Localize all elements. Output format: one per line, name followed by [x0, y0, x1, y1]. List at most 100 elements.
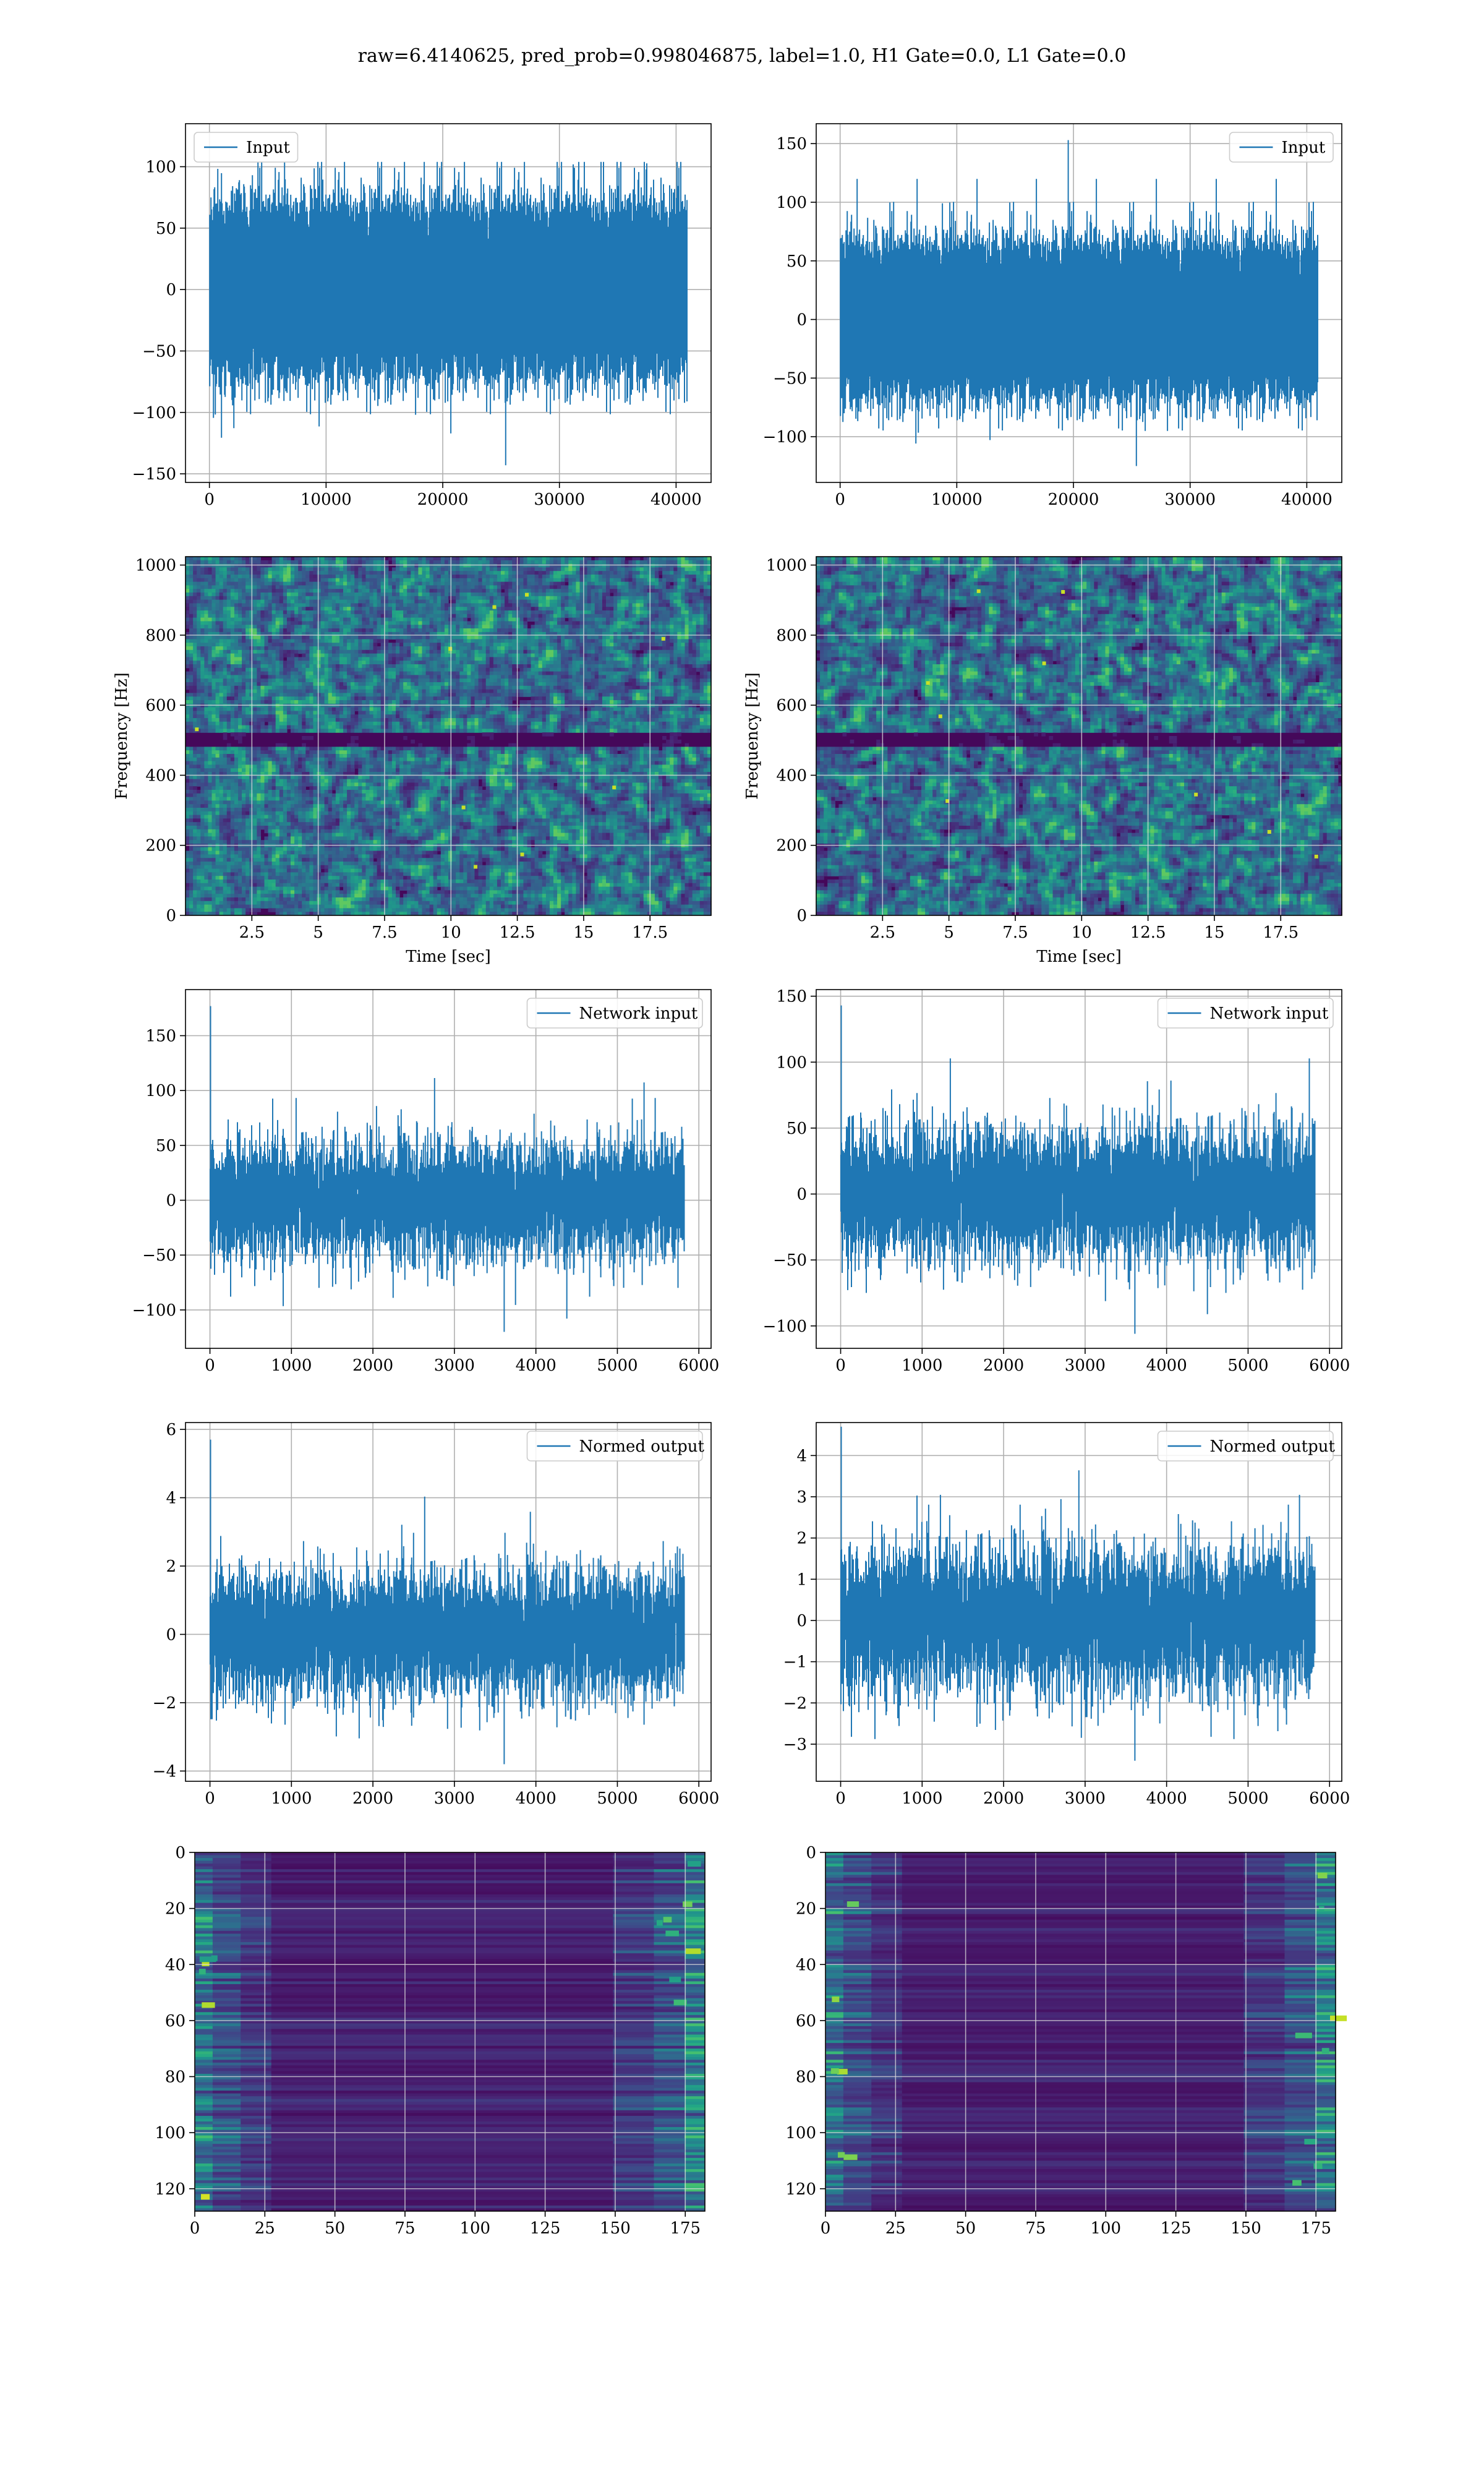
- h1-spectrogram-cell: [283, 585, 288, 589]
- h1-spectrogram-cell: [271, 621, 276, 625]
- h1-spectrogram-cell: [628, 639, 633, 643]
- h1-spectrogram-cell: [208, 678, 213, 683]
- h1-spectrogram-cell: [418, 614, 423, 618]
- h1-spectrogram-cell: [561, 625, 565, 629]
- h1-spectrogram-cell: [613, 575, 618, 579]
- h1-spectrogram-cell: [260, 578, 265, 583]
- h1-spectrogram-cell: [219, 603, 224, 607]
- h1-spectrogram-cell: [294, 649, 299, 654]
- h1-spectrogram-cell: [234, 599, 239, 604]
- h1-spectrogram-cell: [215, 639, 220, 643]
- h1-spectrogram-cell: [493, 653, 498, 657]
- h1-spectrogram-cell: [632, 649, 637, 654]
- h1-spectrogram-cell: [471, 667, 475, 672]
- h1-spectrogram-cell: [684, 585, 689, 589]
- h1-spectrogram-cell: [534, 661, 539, 665]
- h1-spectrogram-cell: [568, 571, 573, 575]
- h1-spectrogram-cell: [512, 675, 516, 679]
- h1-spectrogram-cell: [527, 563, 532, 568]
- h1-spectrogram-cell: [542, 649, 547, 654]
- h1-spectrogram-cell: [485, 610, 490, 615]
- h1-spectrogram-cell: [471, 571, 475, 575]
- h1-spectrogram-cell: [373, 578, 378, 583]
- h1-spectrogram-cell: [230, 571, 235, 575]
- h1-spectrogram-cell: [493, 610, 498, 615]
- h1-spectrogram-cell: [230, 614, 235, 618]
- h1-spectrogram-cell: [271, 599, 276, 604]
- h1-spectrogram-cell: [452, 628, 456, 633]
- h1-spectrogram-cell: [226, 671, 231, 675]
- h1-spectrogram-cell: [362, 646, 367, 651]
- h1-spectrogram-cell: [485, 671, 490, 675]
- h1-spectrogram-cell: [384, 575, 389, 579]
- h1-spectrogram-cell: [208, 631, 213, 636]
- h1-spectrogram-cell: [414, 603, 419, 607]
- h1-spectrogram-cell: [358, 599, 362, 604]
- h1-spectrogram-cell: [542, 563, 547, 568]
- h1-spectrogram-cell: [189, 682, 194, 687]
- h1-spectrogram-cell: [538, 599, 543, 604]
- h1-spectrogram-cell: [448, 667, 453, 672]
- h1-spectrogram-cell: [576, 631, 581, 636]
- h1-spectrogram-cell: [670, 649, 674, 654]
- h1-spectrogram-cell: [260, 639, 265, 643]
- h1-spectrogram-cell: [625, 671, 629, 675]
- h1-spectrogram-cell: [579, 578, 584, 583]
- h1-spectrogram-cell: [294, 643, 299, 647]
- h1-spectrogram-cell: [425, 560, 430, 565]
- h1-spectrogram-cell: [561, 643, 565, 647]
- h1-spectrogram-cell: [204, 675, 209, 679]
- h1-spectrogram-cell: [414, 667, 419, 672]
- h1-spectrogram-cell: [545, 567, 550, 571]
- h1-spectrogram-cell: [339, 567, 344, 571]
- h1-spectrogram-cell: [684, 617, 689, 622]
- h1-spectrogram-cell: [621, 603, 625, 607]
- h1-spectrogram-cell: [253, 596, 257, 601]
- h1-spectrogram-cell: [189, 625, 194, 629]
- h1-spectrogram-cell: [200, 675, 205, 679]
- h1-spectrogram-cell: [542, 617, 547, 622]
- h1-spectrogram-cell: [242, 607, 246, 611]
- h1-spectrogram-cell: [414, 585, 419, 589]
- h1-spectrogram-cell: [320, 653, 325, 657]
- h1-spectrogram-cell: [197, 682, 201, 687]
- h1-spectrogram-cell: [433, 567, 438, 571]
- h1-spectrogram-cell: [531, 575, 535, 579]
- h1-spectrogram-cell: [365, 653, 370, 657]
- h1-spectrogram-cell: [587, 567, 592, 571]
- h1-spectrogram-cell: [643, 678, 648, 683]
- h1-spectrogram-cell: [388, 628, 393, 633]
- h1-spectrogram-cell: [200, 635, 205, 640]
- h1-spectrogram-cell: [211, 589, 216, 593]
- h1-spectrogram-cell: [271, 617, 276, 622]
- h1-spectrogram-cell: [365, 589, 370, 593]
- h1-spectrogram-cell: [527, 646, 532, 651]
- h1-spectrogram-cell: [471, 653, 475, 657]
- h1-spectrogram-cell: [617, 635, 621, 640]
- h1-spectrogram-cell: [482, 596, 487, 601]
- h1-spectrogram-cell: [211, 607, 216, 611]
- h1-spectrogram-cell: [204, 643, 209, 647]
- h1-spectrogram-cell: [433, 607, 438, 611]
- h1-spectrogram-cell: [583, 563, 588, 568]
- h1-spectrogram-cell: [553, 621, 558, 625]
- h1-spectrogram-cell: [699, 667, 704, 672]
- h1-spectrogram-cell: [493, 649, 498, 654]
- h1-spectrogram-cell: [508, 675, 513, 679]
- h1-spectrogram-cell: [519, 646, 524, 651]
- h1-spectrogram-cell: [636, 678, 641, 683]
- h1-spectrogram-cell: [373, 596, 378, 601]
- h1-spectrogram-cell: [670, 557, 674, 561]
- h1-spectrogram-cell: [512, 567, 516, 571]
- h1-spectrogram-cell: [493, 657, 498, 661]
- h1-spectrogram-cell: [373, 664, 378, 669]
- h1-spectrogram-cell: [583, 578, 588, 583]
- h1-spectrogram-cell: [215, 593, 220, 597]
- h1-spectrogram-cell: [549, 664, 554, 669]
- h1-spectrogram-cell: [531, 589, 535, 593]
- h1-spectrogram-cell: [343, 575, 348, 579]
- h1-spectrogram-cell: [211, 625, 216, 629]
- h1-spectrogram-cell: [242, 661, 246, 665]
- h1-spectrogram-cell: [219, 661, 224, 665]
- h1-spectrogram-cell: [456, 661, 460, 665]
